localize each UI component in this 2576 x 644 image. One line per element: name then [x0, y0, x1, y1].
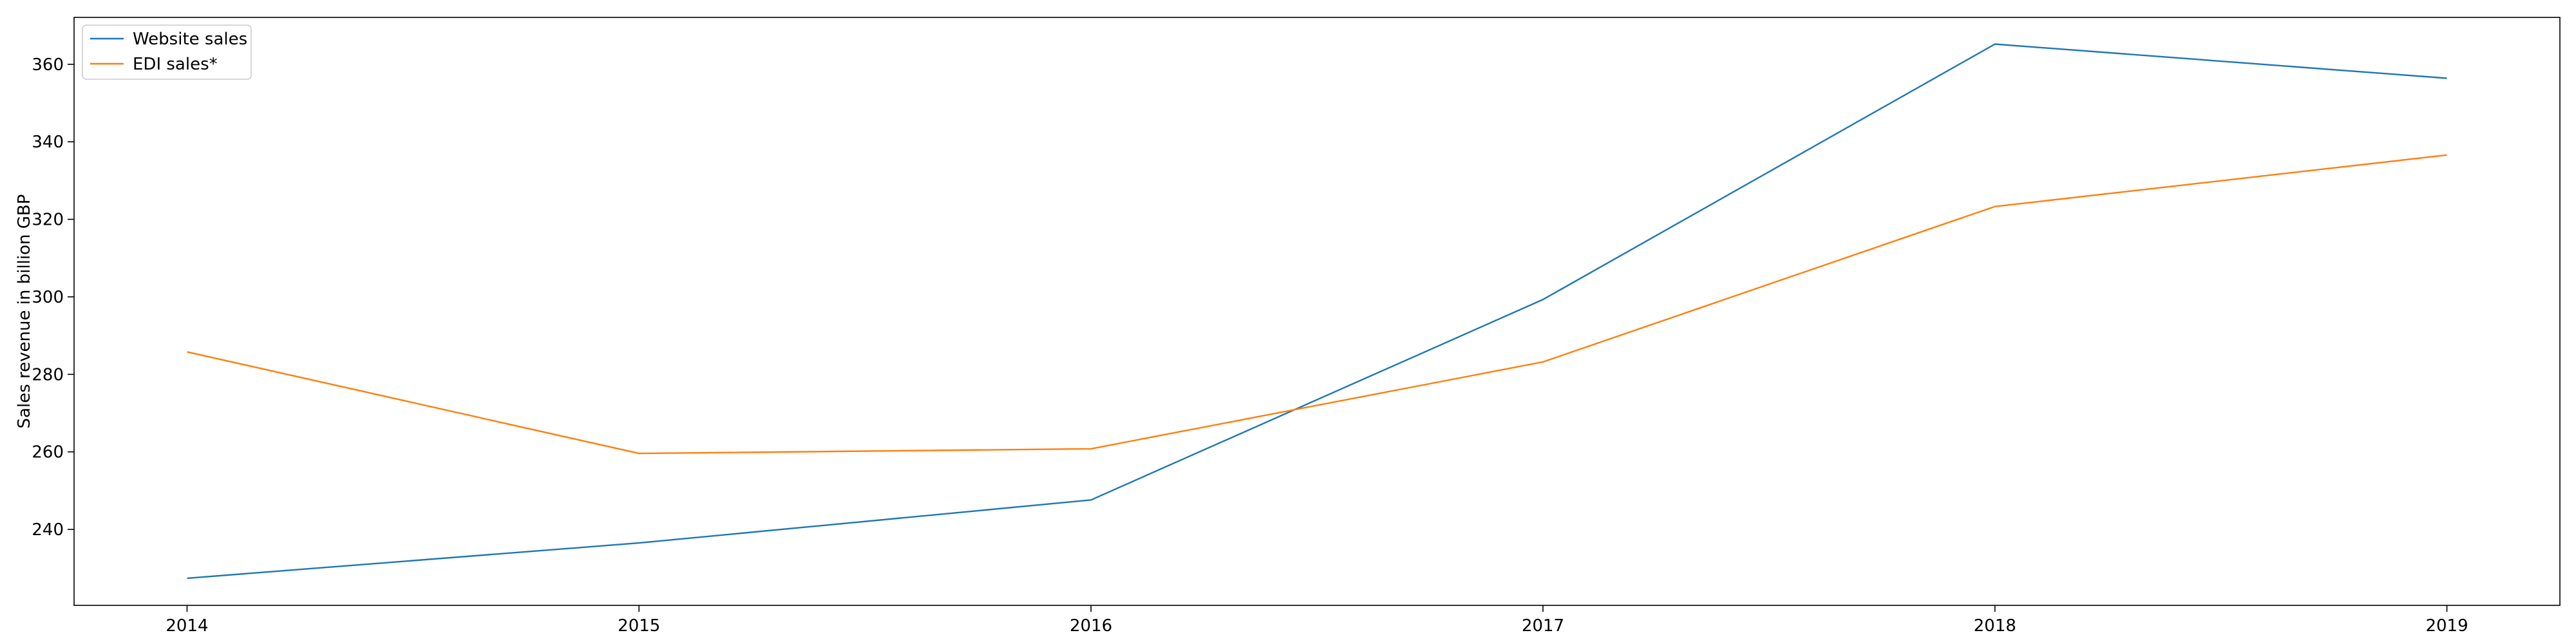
y-tick-label: 320 — [32, 211, 64, 230]
y-axis-label: Sales revenue in billion GBP — [15, 194, 34, 429]
legend: Website sales EDI sales* — [82, 24, 252, 80]
y-tick-label: 280 — [32, 365, 64, 384]
y-tick-label: 300 — [32, 288, 64, 307]
series-line-2 — [187, 154, 2447, 455]
y-tick-label: 240 — [32, 520, 64, 540]
y-axis: 240 260 280 300 320 340 360 — [32, 55, 74, 540]
x-tick-label: 2014 — [166, 616, 208, 636]
y-tick-label: 360 — [32, 55, 64, 75]
legend-entry: EDI sales* — [133, 55, 218, 74]
legend-box — [82, 24, 252, 80]
y-tick-label: 260 — [32, 443, 64, 462]
y-tick-label: 340 — [32, 133, 64, 152]
plot-frame — [73, 17, 2561, 606]
legend-entry: Website sales — [133, 30, 247, 49]
x-tick-label: 2017 — [1522, 616, 1564, 636]
series-line-1 — [187, 43, 2447, 580]
x-tick-label: 2018 — [1974, 616, 2016, 636]
x-axis: 2014 2015 2016 2017 2018 2019 — [166, 605, 2468, 636]
x-tick-label: 2015 — [618, 616, 660, 636]
x-tick-label: 2016 — [1070, 616, 1112, 636]
plot-area — [187, 43, 2447, 580]
x-tick-label: 2019 — [2425, 616, 2468, 636]
